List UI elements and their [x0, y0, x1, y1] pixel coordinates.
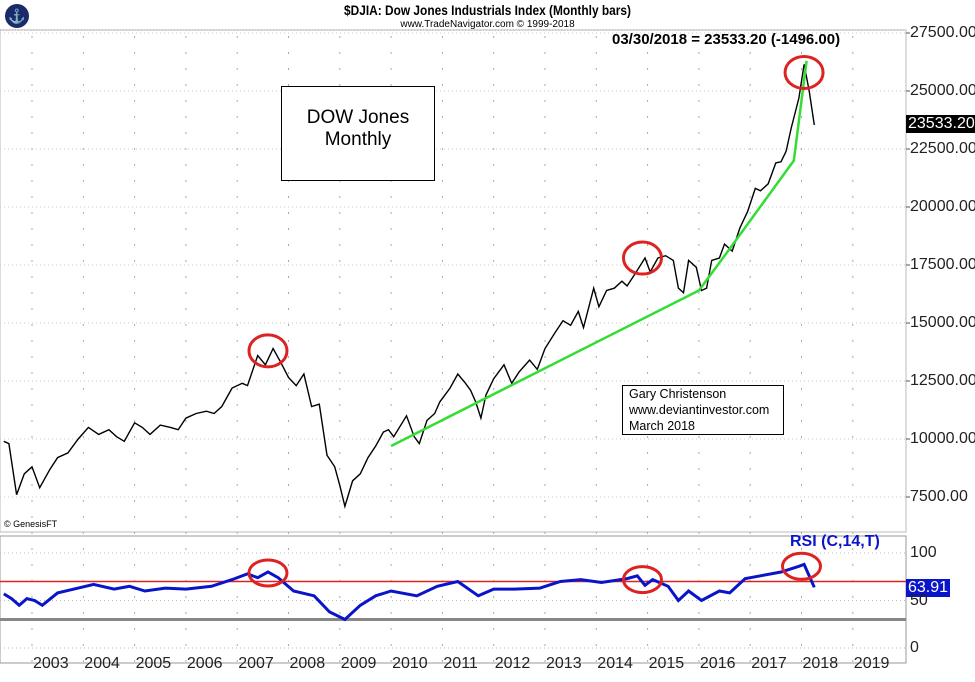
rsi-panel-frame [0, 535, 907, 664]
price-tick-label: 7500.00 [910, 488, 968, 505]
highlight-circle [783, 54, 825, 90]
year-label: 2005 [135, 655, 172, 672]
year-label: 2012 [494, 655, 531, 672]
price-tick-label: 20000.00 [910, 198, 975, 215]
year-label: 2008 [289, 655, 326, 672]
highlight-circle [247, 333, 289, 369]
year-label: 2013 [546, 655, 582, 672]
year-label: 2004 [84, 655, 120, 672]
year-label: 2009 [340, 655, 377, 672]
year-label: 2007 [238, 655, 274, 672]
year-label: 2015 [648, 655, 685, 672]
rsi-tick-label: 50 [910, 591, 928, 609]
year-label: 2018 [802, 655, 839, 672]
rsi-highlight-circle [781, 551, 822, 581]
year-label: 2003 [33, 655, 69, 672]
rsi-line [3, 562, 816, 622]
price-tick-label: 12500.00 [910, 372, 975, 389]
price-tick-label: 10000.00 [910, 430, 975, 447]
rsi-tick-label: 0 [910, 639, 919, 656]
chart-label-box: DOW Jones Monthly [281, 86, 435, 181]
price-readout: 03/30/2018 = 23533.20 (-1496.00) [612, 31, 841, 48]
price-tick-label: 15000.00 [910, 314, 975, 331]
highlight-circle [621, 240, 663, 276]
year-label: 2016 [699, 655, 736, 672]
author-site: www.deviantinvestor.com [629, 403, 770, 417]
year-label: 2017 [751, 655, 787, 672]
author-box: Gary Christenson www.deviantinvestor.com… [622, 385, 784, 435]
rsi-highlight-circle [247, 558, 289, 588]
last-rsi-badge: 63.91 [906, 579, 951, 597]
year-label: 2019 [853, 655, 890, 672]
trend-line [390, 60, 808, 448]
logo-icon: ⚓ [5, 4, 29, 28]
chart-title: $DJIA: Dow Jones Industrials Index (Mont… [344, 2, 631, 18]
price-tick-label: 22500.00 [910, 140, 975, 157]
rsi-title: RSI (C,14,T) [790, 533, 880, 550]
rsi-tick-label: 100 [910, 544, 937, 561]
year-label: 2014 [597, 655, 633, 672]
price-line [3, 64, 815, 509]
rsi-highlight-circle [621, 565, 663, 595]
price-tick-label: 27500.00 [910, 24, 975, 41]
year-label: 2010 [392, 655, 428, 672]
price-tick-label: 17500.00 [910, 256, 975, 273]
price-tick-label: 25000.00 [910, 82, 975, 99]
copyright: © GenesisFT [4, 519, 58, 529]
author-date: March 2018 [629, 419, 696, 433]
year-label: 2011 [443, 655, 478, 672]
last-price-badge: 23533.20 [906, 115, 975, 133]
author-name: Gary Christenson [629, 387, 727, 401]
chart-label-line2: Monthly [324, 129, 392, 150]
price-panel-frame [0, 29, 907, 533]
year-label: 2006 [186, 655, 223, 672]
chart-subtitle: www.TradeNavigator.com © 1999-2018 [400, 19, 575, 30]
chart-label-line1: DOW Jones [306, 107, 410, 128]
